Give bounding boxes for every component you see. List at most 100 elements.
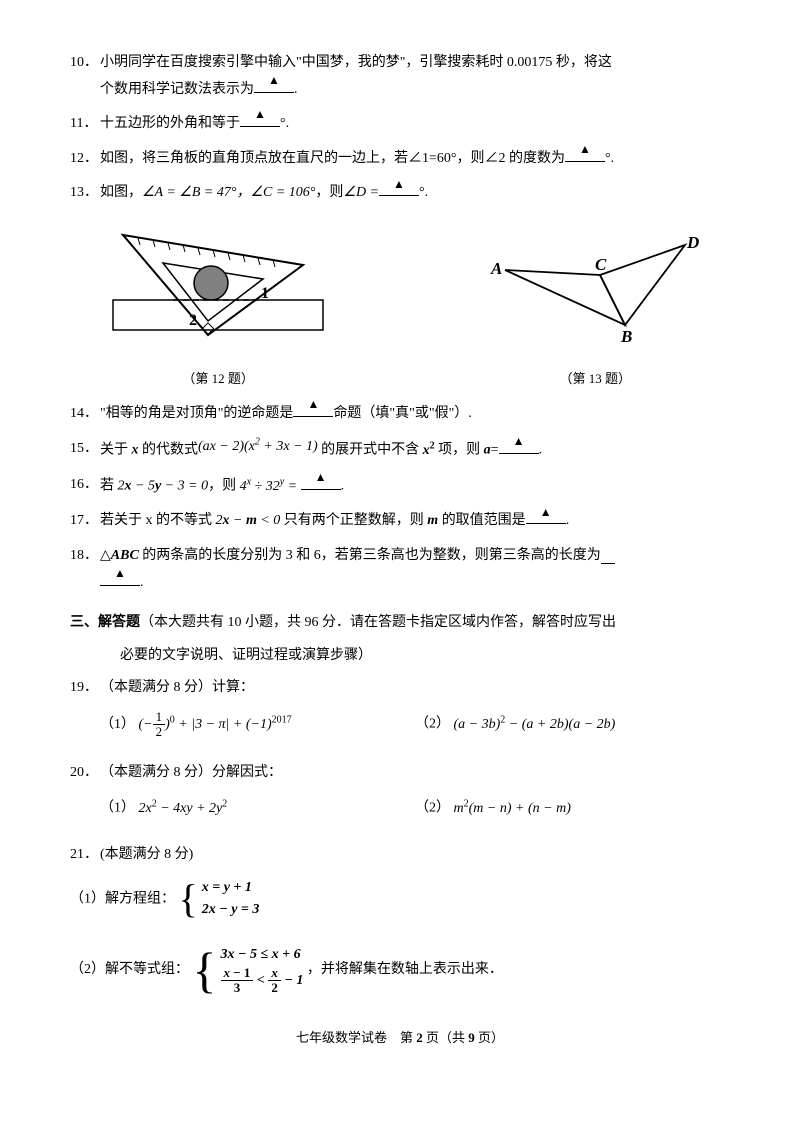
q19-title: （本题满分 8 分）计算：	[100, 680, 254, 695]
q10-body: 小明同学在百度搜索引擎中输入"中国梦，我的梦"，引擎搜索耗时 0.00175 秒…	[100, 50, 730, 103]
q13-unit: °.	[419, 185, 428, 200]
question-15: 15． 关于 x 的代数式(ax − 2)(x2 + 3x − 1) 的展开式中…	[70, 436, 730, 464]
fig13-caption: （第 13 题）	[461, 367, 730, 392]
q16-blank	[301, 475, 341, 490]
q21-sys2-l1: 3x − 5 ≤ x + 6	[221, 947, 301, 962]
q17-eq: 2x − m < 0	[216, 513, 281, 528]
q20-body: （本题满分 8 分）分解因式：	[100, 760, 730, 787]
q15-t1: 关于	[100, 443, 132, 458]
q21-sys1: { x = y + 1 2x − y = 3	[179, 877, 260, 922]
q17-body: 若关于 x 的不等式 2x − m < 0 只有两个正整数解，则 m 的取值范围…	[100, 508, 730, 535]
q18-num: 18．	[70, 543, 100, 596]
q13-num: 13．	[70, 180, 100, 207]
q20-num: 20．	[70, 760, 100, 787]
q16-t1: 若	[100, 479, 118, 494]
q19-parts: （1） (−12)0 + |3 − π| + (−1)2017 （2） (a −…	[70, 710, 730, 740]
q15-num: 15．	[70, 436, 100, 464]
q20-part2: （2） m2(m − n) + (n − m)	[415, 794, 730, 822]
brace-icon: {	[193, 950, 217, 990]
fig12-label-2: 2	[189, 312, 197, 329]
fig12-label-1: 1	[261, 285, 269, 302]
q15-t3: 的展开式中不含	[318, 443, 423, 458]
q15-a: a	[484, 443, 491, 458]
q21-title: (本题满分 8 分)	[100, 847, 193, 862]
q15-x: x	[132, 443, 139, 458]
question-14: 14． "相等的角是对顶角"的逆命题是 命题（填"真"或"假"）.	[70, 401, 730, 428]
q18-body: △ABC 的两条高的长度分别为 3 和 6，若第三条高也为整数，则第三条高的长度…	[100, 543, 730, 596]
q13-text1: 如图，	[100, 185, 142, 200]
q20-p1-expr: 2x2 − 4xy + 2y2	[139, 801, 228, 816]
figure-13: A B C D （第 13 题）	[461, 230, 730, 391]
q17-t3: 的取值范围是	[438, 513, 526, 528]
q16-eq2: 4x ÷ 32y =	[240, 479, 301, 494]
q21-p1-label: （1）解方程组：	[70, 892, 175, 907]
question-16: 16． 若 2x − 5y − 3 = 0，则 4x ÷ 32y = .	[70, 472, 730, 500]
fig13-C: C	[595, 255, 607, 274]
q20-title: （本题满分 8 分）分解因式：	[100, 765, 282, 780]
q17-t2: 只有两个正整数解，则	[280, 513, 427, 528]
q17-blank	[526, 509, 566, 524]
q19-part1: （1） (−12)0 + |3 − π| + (−1)2017	[100, 710, 415, 740]
section3-title: 三、解答题	[70, 615, 140, 630]
footer-t3: 页）	[475, 1030, 504, 1045]
q13-blank	[379, 181, 419, 196]
q21-num: 21．	[70, 842, 100, 869]
fig12-caption: （第 12 题）	[70, 367, 366, 392]
q10-text1: 小明同学在百度搜索引擎中输入"中国梦，我的梦"，引擎搜索耗时 0.00175 秒…	[100, 55, 612, 70]
q11-body: 十五边形的外角和等于°.	[100, 111, 730, 138]
question-21: 21． (本题满分 8 分)	[70, 842, 730, 869]
figure-12: 1 2 （第 12 题）	[70, 225, 366, 391]
q10-num: 10．	[70, 50, 100, 103]
q15-t4: 项，则	[435, 443, 484, 458]
q19-num: 19．	[70, 675, 100, 702]
q12-blank	[565, 147, 605, 162]
q19-p2-expr: (a − 3b)2 − (a + 2b)(a − 2b)	[454, 717, 616, 732]
q12-body: 如图，将三角板的直角顶点放在直尺的一边上，若∠1=60°，则∠2 的度数为 °.	[100, 146, 730, 173]
q21-body: (本题满分 8 分)	[100, 842, 730, 869]
q17-tail: .	[566, 513, 570, 528]
q12-num: 12．	[70, 146, 100, 173]
q17-num: 17．	[70, 508, 100, 535]
q14-body: "相等的角是对顶角"的逆命题是 命题（填"真"或"假"）.	[100, 401, 730, 428]
q11-num: 11．	[70, 111, 100, 138]
section3-desc1: （本大题共有 10 小题，共 96 分．请在答题卡指定区域内作答，解答时应写出	[140, 615, 616, 630]
q13-text2: ，则	[315, 185, 343, 200]
question-13: 13． 如图，∠A = ∠B = 47°，∠C = 106°，则∠D =°.	[70, 180, 730, 207]
q10-text2: 个数用科学记数法表示为	[100, 82, 254, 97]
q13-body: 如图，∠A = ∠B = 47°，∠C = 106°，则∠D =°.	[100, 180, 730, 207]
q20-parts: （1） 2x2 − 4xy + 2y2 （2） m2(m − n) + (n −…	[70, 794, 730, 822]
q11-text: 十五边形的外角和等于	[100, 116, 240, 131]
question-19: 19． （本题满分 8 分）计算：	[70, 675, 730, 702]
footer-t2: 页（共	[423, 1030, 469, 1045]
q19-p1-expr: (−12)0 + |3 − π| + (−1)2017	[139, 717, 292, 732]
q12-text: 如图，将三角板的直角顶点放在直尺的一边上，若∠1=60°，则∠2 的度数为	[100, 151, 565, 166]
q18-tail: .	[140, 575, 144, 590]
q18-abc: ABC	[111, 548, 139, 563]
question-20: 20． （本题满分 8 分）分解因式：	[70, 760, 730, 787]
q19-p1-label: （1）	[100, 717, 135, 732]
q19-p2-label: （2）	[415, 717, 450, 732]
q21-part2: （2）解不等式组： { 3x − 5 ≤ x + 6 x − 13 < x2 −…	[70, 944, 730, 996]
q14-text1: "相等的角是对顶角"的逆命题是	[100, 406, 293, 421]
q21-sys1-l2: 2x − y = 3	[202, 902, 260, 917]
q11-blank	[240, 112, 280, 127]
q16-body: 若 2x − 5y − 3 = 0，则 4x ÷ 32y = .	[100, 472, 730, 500]
question-12: 12． 如图，将三角板的直角顶点放在直尺的一边上，若∠1=60°，则∠2 的度数…	[70, 146, 730, 173]
q14-text2: 命题（填"真"或"假"）.	[333, 406, 471, 421]
q12-unit: °.	[605, 151, 614, 166]
q21-p2-tail: ，并将解集在数轴上表示出来．	[307, 962, 503, 977]
q20-part1: （1） 2x2 − 4xy + 2y2	[100, 794, 415, 822]
q10-tail: .	[294, 82, 298, 97]
q21-sys2-l2: x − 13 < x2 − 1	[221, 973, 304, 988]
page-footer: 七年级数学试卷 第 2 页（共 9 页）	[70, 1026, 730, 1051]
q18-t2: 的两条高的长度分别为 3 和 6，若第三条高也为整数，则第三条高的长度为	[139, 548, 601, 563]
q16-num: 16．	[70, 472, 100, 500]
q15-t2: 的代数式	[139, 443, 199, 458]
fig13-B: B	[620, 327, 632, 346]
q21-sys1-l1: x = y + 1	[202, 880, 252, 895]
fig13-D: D	[686, 233, 699, 252]
q18-blank	[100, 571, 140, 586]
q14-num: 14．	[70, 401, 100, 428]
q15-x2: x2	[423, 443, 435, 458]
q15-body: 关于 x 的代数式(ax − 2)(x2 + 3x − 1) 的展开式中不含 x…	[100, 436, 730, 464]
